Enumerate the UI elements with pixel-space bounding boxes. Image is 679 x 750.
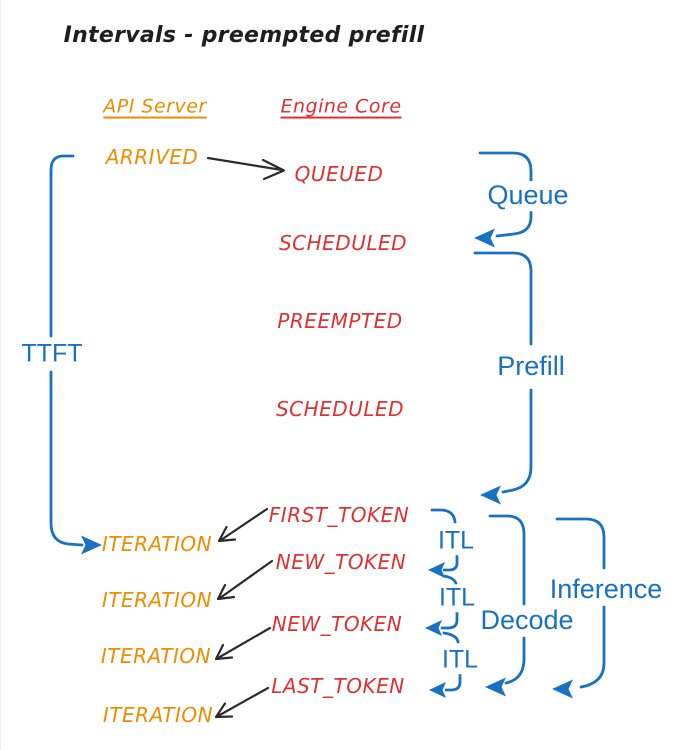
- prefill-arrow-head: [480, 485, 501, 505]
- inference-arrow-head: [552, 679, 573, 699]
- arrow-head: [214, 702, 234, 719]
- ttft-arrow-head: [81, 535, 102, 555]
- interval-label-itl-2: ITL: [436, 583, 478, 612]
- interval-label-itl-3: ITL: [439, 645, 481, 674]
- event-scheduled-2: SCHEDULED: [275, 397, 405, 421]
- itl-2-curl: [440, 610, 459, 630]
- itl-2-tail: [442, 631, 460, 644]
- column-header-engine-core: Engine Core: [280, 95, 402, 118]
- inference-bracket-top: [555, 517, 606, 570]
- interval-label-prefill: Prefill: [495, 351, 567, 382]
- queue-bracket: [474, 151, 533, 248]
- inference-bracket-bottom: [579, 605, 606, 689]
- decode-bracket: [485, 514, 526, 697]
- arrow-arrived-to-queued: [206, 156, 286, 181]
- arrow-head: [217, 525, 237, 543]
- queue-arrow-head: [474, 228, 495, 248]
- column-header-api-server: API Server: [103, 95, 207, 118]
- prefill-bracket: [473, 251, 533, 505]
- ttft-bracket-bottom: [49, 370, 84, 547]
- interval-label-decode: Decode: [478, 605, 576, 636]
- queue-bracket-top: [478, 151, 533, 183]
- itl-3-connector: [429, 672, 462, 698]
- event-arrived: ARRIVED: [105, 145, 199, 169]
- arrow-line: [219, 507, 269, 542]
- event-first-token: FIRST_TOKEN: [268, 503, 410, 527]
- arrow-last-token-to-iteration: [214, 686, 270, 719]
- inference-bracket: [552, 517, 606, 699]
- event-iteration-4: ITERATION: [102, 703, 214, 727]
- itl-1-arrow-head: [428, 562, 445, 578]
- interval-label-queue: Queue: [485, 180, 571, 211]
- itl-1-curl: [442, 554, 459, 572]
- ttft-bracket-top: [49, 154, 75, 338]
- arrow-head: [261, 158, 286, 181]
- event-scheduled-1: SCHEDULED: [278, 231, 408, 255]
- itl-3-curl: [444, 672, 462, 692]
- interval-label-inference: Inference: [547, 574, 665, 605]
- decode-arrow-head: [485, 677, 506, 697]
- arrow-new-token-1-to-iteration: [216, 559, 274, 601]
- itl-1-connector: [428, 508, 459, 586]
- event-iteration-1: ITERATION: [101, 532, 213, 556]
- prefill-bracket-top: [473, 251, 533, 346]
- itl-1-tail: [442, 574, 458, 586]
- page-title: Intervals - preempted prefill: [63, 22, 425, 48]
- queue-bracket-bottom: [495, 210, 533, 238]
- event-preempted: PREEMPTED: [277, 309, 403, 333]
- arrow-head: [214, 643, 234, 661]
- arrow-line: [206, 156, 284, 172]
- event-new-token-2: NEW_TOKEN: [271, 612, 403, 636]
- decode-bracket-top: [488, 514, 526, 606]
- event-queued: QUEUED: [294, 162, 384, 186]
- event-last-token: LAST_TOKEN: [271, 674, 405, 698]
- ttft-bracket: [49, 154, 102, 555]
- itl-3-arrow-head: [429, 682, 446, 698]
- interval-label-itl-1: ITL: [435, 526, 477, 555]
- interval-label-ttft: TTFT: [19, 339, 85, 368]
- arrow-new-token-2-to-iteration: [214, 626, 272, 661]
- event-new-token-1: NEW_TOKEN: [275, 550, 407, 574]
- event-iteration-2: ITERATION: [101, 588, 213, 612]
- arrow-first-token-to-iteration: [217, 507, 269, 543]
- itl-2-connector: [425, 610, 460, 644]
- decode-bracket-bottom: [504, 636, 526, 685]
- arrow-line: [216, 626, 272, 660]
- prefill-bracket-bottom: [501, 388, 533, 494]
- event-iteration-3: ITERATION: [100, 644, 212, 668]
- arrow-line: [216, 686, 270, 718]
- itl-1-hook: [430, 508, 457, 524]
- arrow-head: [216, 583, 236, 601]
- itl-2-arrow-head: [425, 620, 442, 636]
- arrow-line: [218, 559, 274, 600]
